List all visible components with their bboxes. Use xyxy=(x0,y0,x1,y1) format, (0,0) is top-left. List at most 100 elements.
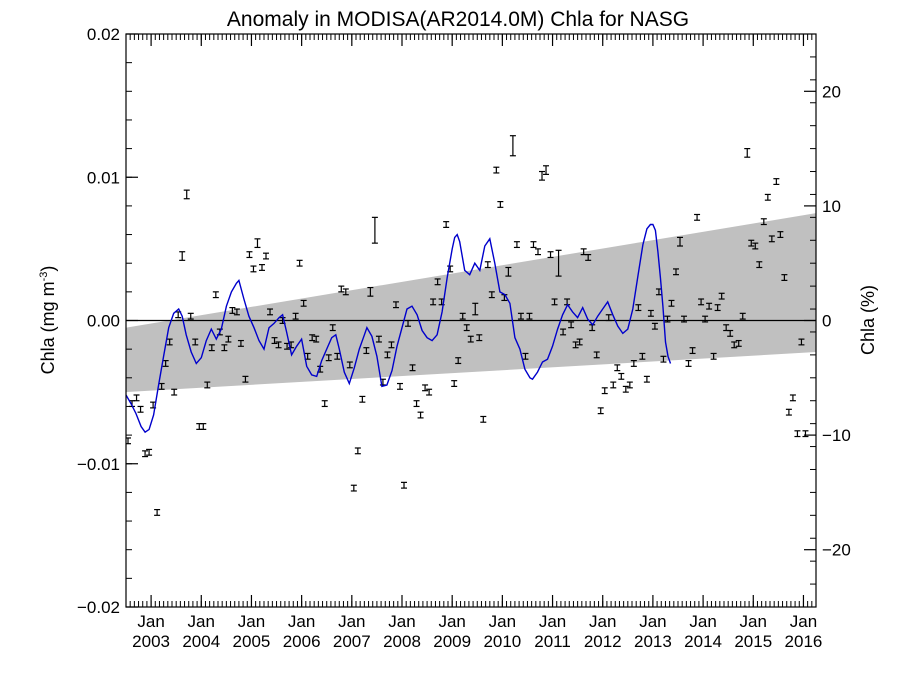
data-point xyxy=(221,344,228,352)
data-point xyxy=(731,341,738,349)
data-point xyxy=(367,286,374,297)
y-right-tick-label: −20 xyxy=(822,541,851,560)
x-tick-month-label: Jan xyxy=(438,612,465,631)
data-point xyxy=(271,337,278,345)
data-point xyxy=(154,508,161,516)
x-tick-month-label: Jan xyxy=(388,612,415,631)
x-tick-month-label: Jan xyxy=(639,612,666,631)
x-tick-year-label: 2012 xyxy=(584,632,622,651)
x-tick-month-label: Jan xyxy=(338,612,365,631)
data-point xyxy=(401,481,408,489)
data-point xyxy=(685,360,692,367)
data-point xyxy=(300,299,307,307)
data-point xyxy=(610,381,617,389)
data-point xyxy=(405,319,412,327)
data-point xyxy=(229,307,236,314)
data-point xyxy=(543,165,550,175)
data-point xyxy=(777,231,784,239)
data-point xyxy=(275,341,282,349)
x-tick-month-label: Jan xyxy=(790,612,817,631)
data-point xyxy=(187,312,194,320)
data-point xyxy=(643,375,650,383)
data-point xyxy=(760,218,767,226)
data-point xyxy=(371,216,378,244)
data-point xyxy=(585,254,592,261)
data-point xyxy=(267,308,274,316)
data-point xyxy=(651,322,658,330)
data-point xyxy=(329,324,336,332)
y-right-tick-label: 20 xyxy=(822,82,841,101)
data-point xyxy=(233,308,240,316)
data-point xyxy=(434,278,441,286)
data-point xyxy=(664,315,671,323)
data-point xyxy=(472,302,479,316)
data-point xyxy=(555,249,562,277)
data-point xyxy=(798,338,805,346)
data-point xyxy=(246,251,253,259)
chart-title: Anomaly in MODISA(AR2014.0M) Chla for NA… xyxy=(227,8,689,31)
data-point xyxy=(313,335,320,343)
data-point xyxy=(748,239,755,247)
data-point xyxy=(480,415,487,423)
data-point xyxy=(605,314,612,322)
data-point xyxy=(744,148,751,158)
data-point xyxy=(467,335,474,343)
data-point xyxy=(647,309,654,317)
data-point xyxy=(375,335,382,343)
data-point xyxy=(547,251,554,259)
data-point xyxy=(413,400,420,408)
data-point xyxy=(250,265,257,273)
data-point xyxy=(488,291,495,299)
data-point xyxy=(785,408,792,416)
x-tick-year-label: 2013 xyxy=(634,632,672,651)
data-point xyxy=(459,312,466,320)
data-point xyxy=(354,447,361,455)
x-tick-year-label: 2004 xyxy=(182,632,220,651)
data-point xyxy=(158,382,165,390)
x-tick-year-label: 2009 xyxy=(433,632,471,651)
data-point xyxy=(179,251,186,261)
y-left-tick-label: 0.01 xyxy=(87,168,120,187)
x-tick-month-label: Jan xyxy=(740,612,767,631)
data-point xyxy=(137,405,144,413)
data-points xyxy=(126,135,809,516)
data-point xyxy=(359,395,366,403)
data-point xyxy=(258,264,265,271)
x-tick-month-label: Jan xyxy=(689,612,716,631)
data-point xyxy=(430,298,437,306)
data-point xyxy=(422,384,429,392)
x-tick-year-label: 2010 xyxy=(483,632,521,651)
data-point xyxy=(794,430,801,438)
data-point xyxy=(200,423,207,430)
data-point xyxy=(363,347,370,355)
data-point xyxy=(417,411,424,419)
x-tick-year-label: 2011 xyxy=(534,632,571,651)
data-point xyxy=(325,354,332,362)
data-point xyxy=(171,388,178,396)
x-tick-month-label: Jan xyxy=(238,612,265,631)
data-point xyxy=(513,241,520,249)
data-point xyxy=(455,357,462,365)
data-point xyxy=(706,302,713,310)
data-point xyxy=(426,388,433,396)
data-point xyxy=(142,450,149,458)
y-right-tick-label: −10 xyxy=(822,426,851,445)
data-point xyxy=(208,344,215,352)
data-point xyxy=(739,312,746,320)
data-point xyxy=(476,334,483,342)
data-point xyxy=(451,380,458,387)
data-point xyxy=(242,375,249,383)
data-point xyxy=(509,135,516,157)
x-tick-year-label: 2005 xyxy=(233,632,271,651)
data-point xyxy=(146,448,153,456)
data-point xyxy=(342,288,349,296)
data-point xyxy=(505,266,512,277)
data-point xyxy=(714,304,721,312)
data-point xyxy=(698,298,705,306)
x-tick-month-label: Jan xyxy=(288,612,315,631)
x-tick-month-label: Jan xyxy=(539,612,566,631)
y-right-tick-label: 0 xyxy=(822,312,831,331)
data-point xyxy=(225,335,232,343)
data-point xyxy=(212,291,219,299)
